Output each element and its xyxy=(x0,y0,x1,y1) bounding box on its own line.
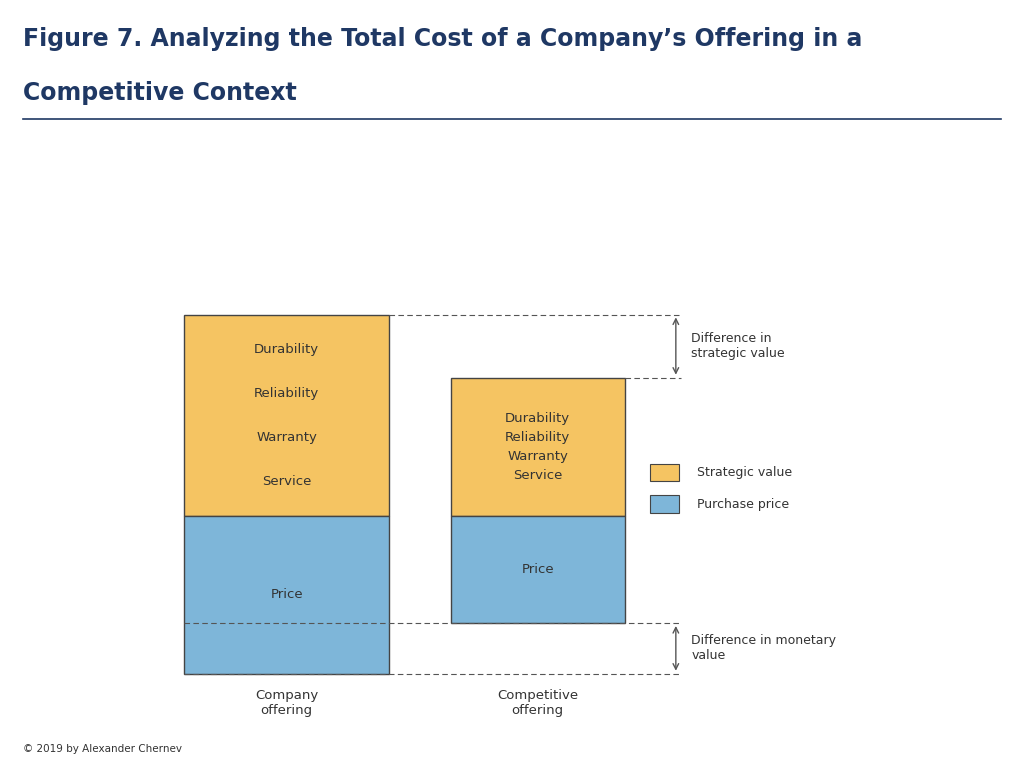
Text: Figure 7. Analyzing the Total Cost of a Company’s Offering in a: Figure 7. Analyzing the Total Cost of a … xyxy=(23,27,862,51)
Text: Durability
Reliability
Warranty
Service: Durability Reliability Warranty Service xyxy=(505,412,570,482)
Text: © 2019 by Alexander Chernev: © 2019 by Alexander Chernev xyxy=(23,744,181,754)
Bar xyxy=(184,516,389,674)
Bar xyxy=(184,315,389,516)
Bar xyxy=(650,464,679,482)
Text: Strategic value: Strategic value xyxy=(697,466,793,479)
Text: Competitive
offering: Competitive offering xyxy=(497,690,579,717)
Bar xyxy=(451,516,625,623)
Bar xyxy=(650,495,679,513)
Text: Purchase price: Purchase price xyxy=(697,498,790,511)
Text: Competitive Context: Competitive Context xyxy=(23,81,296,104)
Text: Difference in
strategic value: Difference in strategic value xyxy=(691,332,784,360)
Text: Difference in monetary
value: Difference in monetary value xyxy=(691,634,837,662)
Text: Price: Price xyxy=(270,588,303,601)
Text: Durability

Reliability

Warranty

Service: Durability Reliability Warranty Service xyxy=(254,343,319,488)
Text: Company
offering: Company offering xyxy=(255,690,318,717)
Bar xyxy=(451,378,625,516)
Text: Price: Price xyxy=(521,563,554,576)
